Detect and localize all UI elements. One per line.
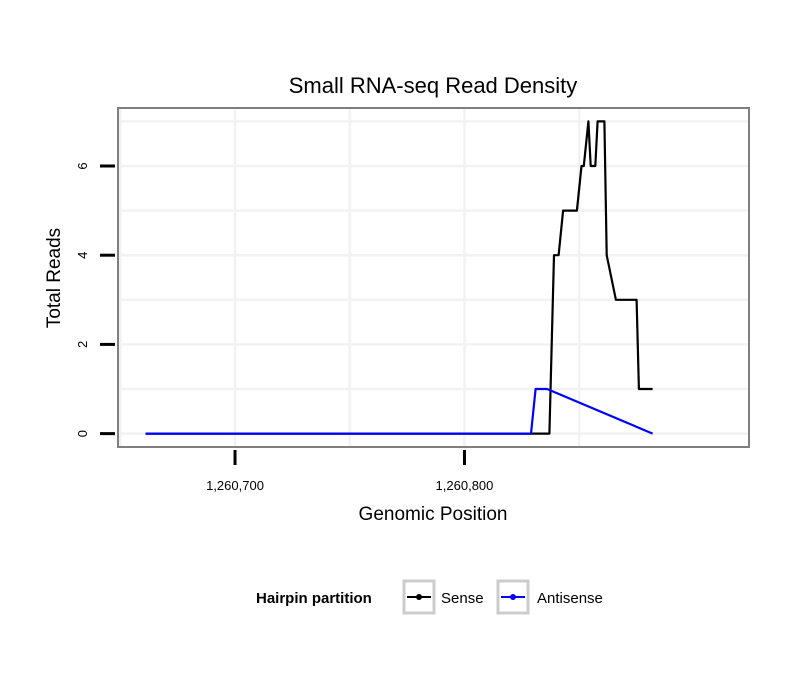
series-layer xyxy=(145,120,654,435)
x-axis-title: Genomic Position xyxy=(359,504,508,525)
legend-key-sense-point xyxy=(416,594,422,600)
x-tick-label: 1,260,800 xyxy=(436,478,494,493)
legend-label-antisense: Antisense xyxy=(537,590,603,607)
series-line-antisense xyxy=(145,387,654,435)
plot-panel xyxy=(117,107,750,448)
y-tick-label: 2 xyxy=(75,341,90,348)
legend-key-antisense-point xyxy=(510,594,516,600)
axes: 1,260,700 1,260,800 0 2 4 6 xyxy=(75,162,493,493)
legend: Hairpin partition Sense Antisense xyxy=(256,579,603,615)
x-tick-label: 1,260,700 xyxy=(206,478,264,493)
grid xyxy=(118,108,749,447)
y-tick-label: 6 xyxy=(75,162,90,169)
y-axis-title: Total Reads xyxy=(44,228,65,328)
series-line-sense xyxy=(145,120,653,435)
y-tick-label: 0 xyxy=(75,430,90,437)
chart-title: Small RNA-seq Read Density xyxy=(289,73,578,98)
legend-title: Hairpin partition xyxy=(256,590,372,607)
legend-label-sense: Sense xyxy=(441,590,484,607)
y-tick-label: 4 xyxy=(75,252,90,259)
